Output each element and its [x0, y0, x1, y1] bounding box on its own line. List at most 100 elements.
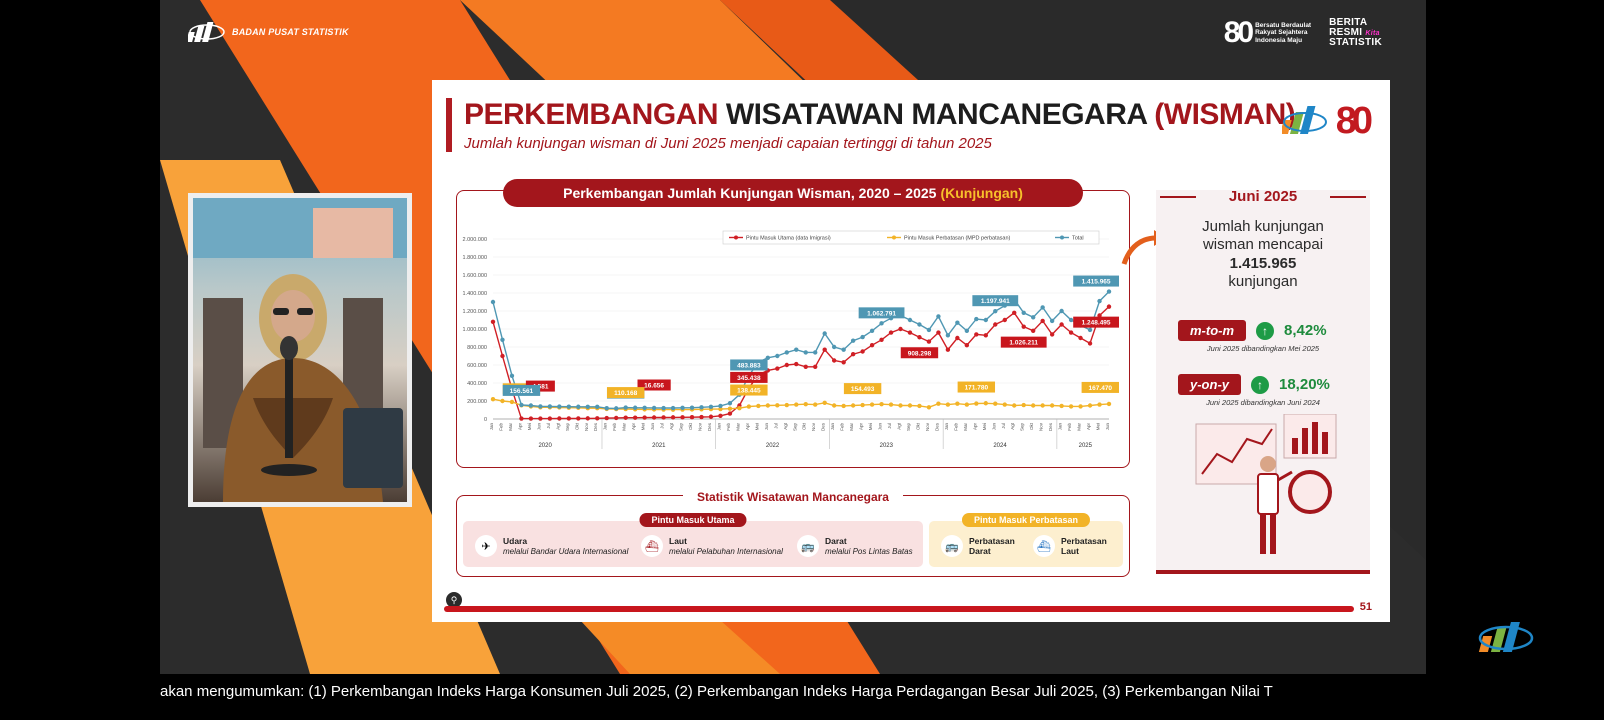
legend-swatch-dot	[734, 235, 738, 240]
data-point-2	[926, 327, 932, 333]
bps-mark-icon	[188, 22, 225, 42]
data-point-1	[803, 401, 808, 407]
data-point-2	[955, 320, 960, 325]
data-label-box	[843, 383, 882, 395]
y-tick-label: 1.200.000	[463, 309, 487, 315]
data-point-1	[756, 403, 761, 409]
data-point-2	[917, 322, 922, 327]
data-point-2	[1087, 327, 1093, 333]
data-point-0	[490, 319, 496, 324]
bps-color-logo-icon	[1281, 106, 1327, 134]
data-point-2	[557, 404, 562, 409]
data-label-box	[637, 379, 671, 391]
airplane-icon: ✈	[475, 535, 497, 557]
series-line-0	[492, 306, 1110, 420]
data-label: 110.168	[614, 390, 638, 397]
x-month-label: Mei	[1096, 423, 1101, 430]
y-tick-label: 1.800.000	[463, 255, 487, 261]
data-point-0	[775, 366, 780, 371]
anniversary-80-logo: 80 Bersatu Berdaulat Rakyat Sejahtera In…	[1224, 18, 1311, 48]
x-month-label: Jan	[1058, 423, 1063, 431]
data-label-box	[606, 387, 645, 399]
pintu-masuk-perbatasan: Pintu Masuk Perbatasan 🚌 Perbatasan Darat…	[929, 513, 1123, 567]
data-label: 1.415.965	[1082, 279, 1111, 286]
data-point-0	[955, 335, 960, 341]
y-tick-label: 0	[484, 417, 487, 423]
data-point-1	[1049, 403, 1055, 408]
data-point-0	[1012, 310, 1017, 315]
broadcast-stage: BADAN PUSAT STATISTIK 80 Bersatu Berdaul…	[160, 0, 1426, 674]
data-point-2	[614, 406, 619, 411]
x-month-label: Agt	[1010, 422, 1015, 430]
data-point-2	[1068, 317, 1074, 323]
data-point-1	[926, 405, 932, 410]
x-year-label: 2022	[766, 443, 780, 449]
x-month-label: Feb	[1067, 423, 1072, 431]
y-tick-label: 400.000	[467, 381, 487, 387]
x-month-label: Jan	[830, 423, 835, 431]
data-label-box	[1073, 316, 1119, 328]
data-point-2	[936, 314, 941, 319]
data-point-0	[1030, 328, 1036, 333]
pintu-masuk-utama: Pintu Masuk Utama ✈ Udara melalui Bandar …	[463, 513, 923, 567]
mtm-value: 8,42%	[1284, 322, 1327, 339]
data-point-0	[651, 415, 657, 420]
data-point-0	[1059, 322, 1064, 327]
data-point-2	[632, 405, 638, 410]
data-point-1	[500, 398, 505, 404]
data-point-2	[727, 401, 733, 406]
x-month-label: Mei	[982, 423, 987, 430]
x-month-label: Des	[934, 422, 939, 431]
data-point-2	[509, 373, 515, 378]
x-month-label: Nov	[811, 422, 816, 431]
presenter-webcam	[188, 193, 412, 507]
x-month-label: Jun	[650, 423, 655, 431]
data-point-0	[983, 333, 988, 338]
data-point-2	[775, 353, 780, 359]
data-label-box	[730, 359, 768, 371]
data-label: 171.780	[965, 385, 989, 392]
data-point-0	[879, 337, 884, 342]
data-point-0	[585, 416, 590, 421]
x-month-label: Apr	[517, 423, 522, 431]
bus-icon: 🚌	[797, 535, 819, 557]
data-point-1	[1097, 402, 1102, 407]
data-point-0	[604, 415, 609, 421]
data-point-2	[831, 344, 837, 350]
data-point-0	[803, 364, 808, 369]
data-point-2	[1021, 310, 1026, 315]
data-point-1	[1078, 404, 1083, 409]
y-tick-label: 1.000.000	[463, 327, 487, 333]
data-label: 154.493	[851, 386, 875, 393]
juni-description: Jumlah kunjungan wisman mencapai 1.415.9…	[1202, 218, 1324, 290]
data-point-2	[1030, 315, 1036, 320]
data-point-2	[519, 402, 524, 408]
x-month-label: Apr	[972, 423, 977, 431]
data-point-0	[1040, 318, 1045, 324]
slide-logos: 80	[1281, 102, 1373, 140]
data-point-1	[964, 402, 970, 407]
data-point-2	[528, 403, 534, 408]
data-point-0	[661, 415, 666, 420]
data-point-2	[822, 331, 827, 336]
data-point-2	[699, 405, 704, 410]
x-year-label: 2025	[1079, 443, 1093, 449]
x-month-label: Okt	[915, 422, 920, 430]
x-month-label: Jun	[764, 423, 769, 431]
data-point-2	[850, 338, 856, 343]
data-point-2	[547, 404, 553, 409]
data-point-2	[595, 404, 600, 410]
data-label: 1.026.211	[1009, 340, 1038, 347]
x-year-label: 2020	[538, 443, 552, 449]
x-month-label: Mar	[849, 422, 854, 430]
data-point-0	[699, 414, 704, 420]
x-month-label: Mar	[963, 422, 968, 430]
mode-perbatasan-darat: 🚌 Perbatasan Darat	[941, 535, 1015, 557]
data-point-0	[1106, 304, 1112, 309]
stat-panel-title: Statistik Wisatawan Mancanegara	[457, 488, 1129, 506]
data-point-0	[642, 415, 647, 420]
bps-logo-text: BADAN PUSAT STATISTIK	[232, 27, 349, 37]
x-month-label: Sep	[679, 423, 684, 432]
data-point-0	[917, 335, 922, 340]
